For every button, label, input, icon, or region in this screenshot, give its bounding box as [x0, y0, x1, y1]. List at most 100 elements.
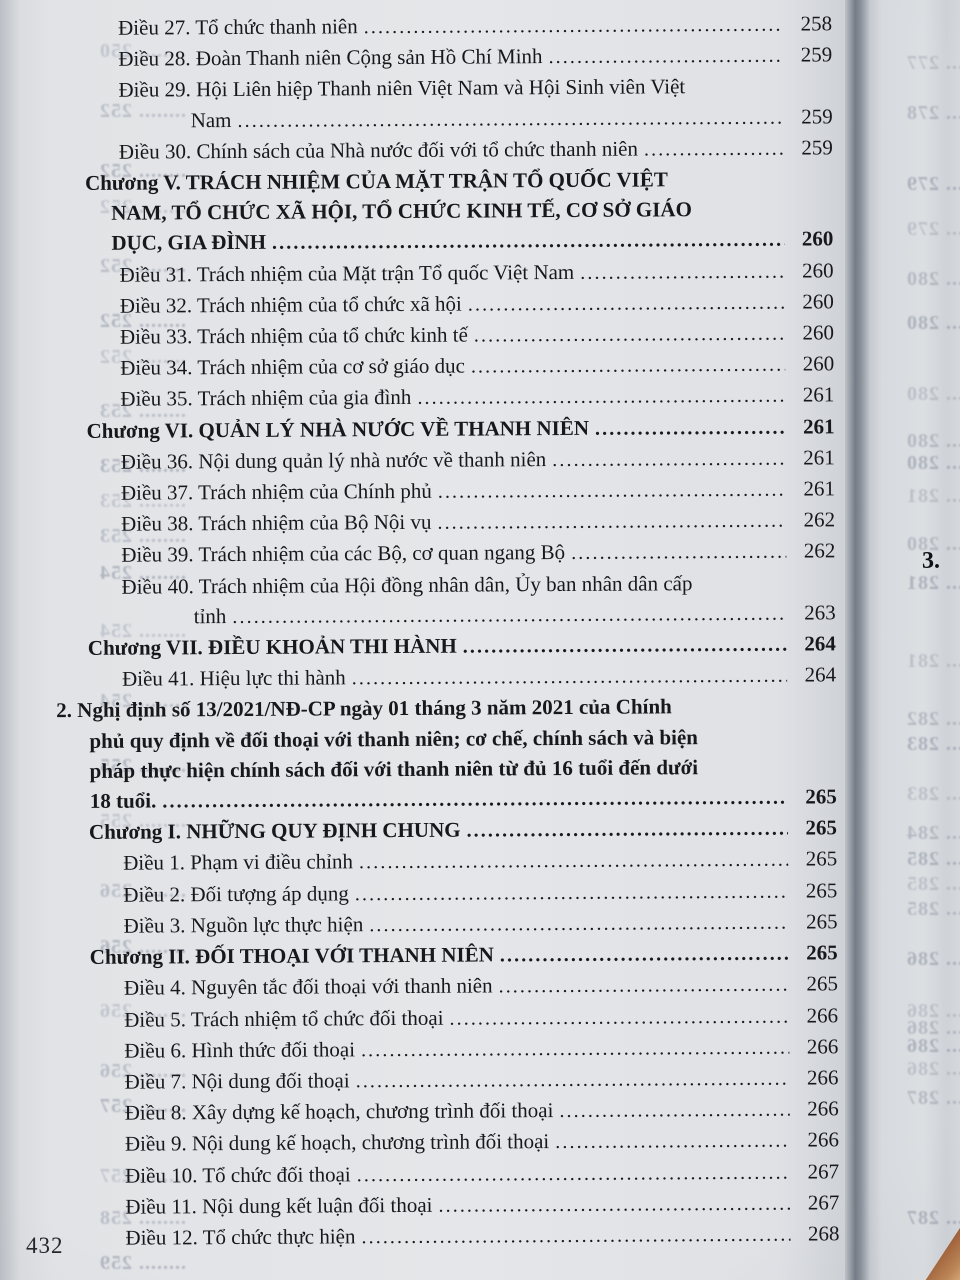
dot-leader [580, 256, 785, 287]
toc-entry-title: Điều 36. Nội dung quản lý nhà nước về th… [120, 446, 547, 474]
toc-entry: Chương VII. ĐIỀU KHOẢN THI HÀNH 264 [4, 628, 846, 664]
toc-entry-page-number: 259 [800, 42, 833, 67]
toc-entry-title: Điều 11. Nội dung kết luận đối thoại [125, 1192, 433, 1219]
toc-entry-title: Điều 10. Tổ chức đối thoại [125, 1161, 351, 1188]
toc-entry: Điều 31. Trách nhiệm của Mặt trận Tổ quố… [2, 255, 844, 291]
toc-entry: Điều 1. Phạm vi điều chỉnh 265 [5, 844, 847, 880]
toc-entry: Điều 37. Trách nhiệm của Chính phủ 261 [3, 473, 845, 509]
toc-entry-page-number: 261 [802, 382, 835, 407]
toc-entry: Điều 5. Trách nhiệm tổ chức đối thoại 266 [6, 1000, 848, 1036]
next-page-item-number: 3. [922, 548, 940, 574]
toc-entry-lastline: tỉnh 263 [4, 597, 846, 633]
dot-leader [449, 1001, 789, 1033]
toc-entry-lastline: Điều 3. Nguồn lực thực hiện 265 [5, 906, 847, 942]
toc-entry-title: Chương VI. QUẢN LÝ NHÀ NƯỚC VỀ THANH NIÊ… [86, 415, 590, 443]
toc-entry-lastline: Điều 10. Tổ chức đối thoại 267 [7, 1156, 849, 1192]
toc-entry-lastline: Điều 36. Nội dung quản lý nhà nước về th… [3, 442, 845, 478]
toc-entry-page-number: 266 [806, 1034, 839, 1059]
toc-entry-lastline: Chương II. ĐỐI THOẠI VỚI THANH NIÊN 265 [6, 937, 848, 973]
dot-leader [357, 1157, 791, 1190]
toc-entry-page-number: 262 [803, 507, 836, 532]
toc-entry: Chương V. TRÁCH NHIỆM CỦA MẶT TRẬN TỔ QU… [1, 163, 844, 260]
toc-entry: Điều 2. Đối tượng áp dụng 265 [5, 875, 847, 911]
toc-entry-title: Điều 41. Hiệu lực thi hành [121, 665, 346, 691]
bleedthrough-number: ........ 277 [906, 52, 960, 74]
toc-entry-title: Điều 3. Nguồn lực thực hiện [123, 912, 364, 938]
toc-entry-page-number: 267 [807, 1190, 840, 1215]
bleedthrough-number: ........ 286 [906, 948, 960, 970]
toc-entry: Điều 11. Nội dung kết luận đối thoại 267 [7, 1187, 849, 1223]
toc-entry-title: Điều 39. Trách nhiệm của các Bộ, cơ quan… [121, 540, 566, 568]
toc-entry-page-number: 261 [802, 413, 835, 439]
dot-leader [500, 939, 789, 971]
dot-leader [498, 970, 789, 1002]
bleedthrough-number: ........ 286 [906, 1058, 960, 1080]
toc-entry-title: tỉnh [193, 603, 227, 629]
toc-entry-page-number: 259 [801, 103, 833, 129]
dot-leader [474, 319, 785, 351]
toc-entry: 2. Nghị định số 13/2021/NĐ-CP ngày 01 th… [4, 691, 847, 818]
toc-entry: Điều 28. Đoàn Thanh niên Cộng sản Hồ Chí… [0, 39, 842, 75]
toc-entry-title: Điều 7. Nội dung đối thoại [124, 1068, 350, 1094]
toc-entry: Điều 41. Hiệu lực thi hành 264 [4, 660, 846, 696]
toc-entry-title: Điều 31. Trách nhiệm của Mặt trận Tổ quố… [119, 259, 575, 287]
toc-entry-lastline: Điều 12. Tổ chức thực hiện 268 [7, 1218, 849, 1254]
toc-entry-title: Điều 5. Trách nhiệm tổ chức đối thoại [124, 1005, 444, 1032]
toc-entry-lastline: Điều 6. Hình thức đối thoại 266 [6, 1031, 848, 1067]
dot-leader [471, 350, 785, 382]
dot-leader [369, 908, 788, 941]
page-left-shadow [0, 0, 20, 1280]
toc-entry-page-number: 260 [802, 351, 835, 376]
toc-entry-page-number: 262 [803, 538, 836, 563]
toc-entry: Điều 38. Trách nhiệm của Bộ Nội vụ 262 [3, 505, 845, 541]
toc-entry-lastline: Điều 8. Xây dựng kế hoạch, chương trình … [7, 1093, 849, 1129]
toc-entry-page-number: 265 [806, 940, 838, 965]
page-edge-curl: ........ 277 ........ 278 ........ 279....… [845, 0, 960, 1280]
toc-entry: Điều 4. Nguyên tắc đối thoại với thanh n… [6, 969, 848, 1005]
toc-entry-lastline: Điều 1. Phạm vi điều chỉnh 265 [5, 844, 847, 880]
toc-entry-lastline: Điều 41. Hiệu lực thi hành 264 [4, 660, 846, 696]
toc-entry: Điều 34. Trách nhiệm của cơ sở giáo dục 2… [2, 349, 844, 385]
toc-entry-page-number: 266 [807, 1096, 839, 1121]
bleedthrough-number: ........ 281 [906, 485, 960, 507]
bleedthrough-number: ........ 281 [906, 650, 960, 672]
toc-entry: Điều 7. Nội dung đối thoại 266 [6, 1062, 848, 1098]
toc-entry-lastline: Điều 7. Nội dung đối thoại 266 [6, 1062, 848, 1098]
toc-entry-title: Nam [190, 107, 232, 132]
dot-leader [361, 1220, 790, 1253]
toc-entry: Điều 12. Tổ chức thực hiện 268 [7, 1218, 849, 1254]
dot-leader [417, 381, 785, 413]
toc-entry-page-number: 267 [807, 1158, 840, 1184]
dot-leader [364, 10, 784, 43]
toc-entry-page-number: 265 [805, 846, 838, 872]
dot-leader [359, 845, 788, 878]
toc-entry-page-number: 264 [804, 662, 837, 687]
toc-entry-lastline: Điều 31. Trách nhiệm của Mặt trận Tổ quố… [2, 255, 844, 291]
bleedthrough-number: ........ 287 [906, 1207, 960, 1229]
toc-entry: Điều 30. Chính sách của Nhà nước đối với… [1, 132, 843, 168]
bleedthrough-number: ........ 279 [906, 173, 960, 195]
toc-entry-page-number: 258 [800, 11, 833, 36]
toc-entry-lastline: Chương VII. ĐIỀU KHOẢN THI HÀNH 264 [4, 628, 846, 664]
toc-entry-title: Điều 1. Phạm vi điều chỉnh [123, 849, 354, 876]
toc-entry-page-number: 261 [803, 476, 835, 501]
toc-entry-lastline: Điều 38. Trách nhiệm của Bộ Nội vụ 262 [3, 505, 845, 541]
toc-entry-lastline: Chương VI. QUẢN LÝ NHÀ NƯỚC VỀ THANH NIÊ… [2, 411, 844, 447]
toc-entry: Điều 39. Trách nhiệm của các Bộ, cơ quan… [3, 536, 845, 572]
toc-entry-title: Điều 37. Trách nhiệm của Chính phủ [120, 478, 432, 505]
bleedthrough-number: ........ 285 [906, 848, 960, 870]
bleedthrough-number: ........ 285 [906, 873, 960, 895]
bleedthrough-number: ........ 286 [906, 1035, 960, 1057]
bleedthrough-number: ........ 283 [906, 733, 960, 755]
toc-entry-lastline: Điều 27. Tổ chức thanh niên 258 [0, 8, 842, 44]
dot-leader [555, 1126, 790, 1158]
bleedthrough-number: ........ 283 [906, 783, 960, 805]
toc-entry-title: Điều 32. Trách nhiệm của tổ chức xã hội [119, 291, 462, 318]
toc-entry-title: Điều 9. Nội dung kế hoạch, chương trình … [124, 1129, 550, 1156]
toc-entry: Điều 35. Trách nhiệm của gia đình 261 [2, 380, 844, 416]
toc-entry-page-number: 266 [806, 1002, 839, 1028]
toc-entry-title: Điều 28. Đoàn Thanh niên Cộng sản Hồ Chí… [118, 44, 543, 71]
bleedthrough-number: ........ 280 [906, 533, 960, 555]
dot-leader [356, 1064, 790, 1097]
dot-leader [352, 661, 788, 694]
